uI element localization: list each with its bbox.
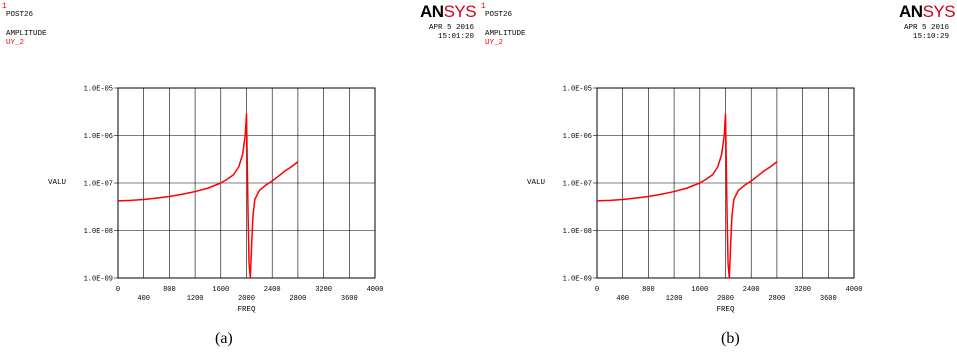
chart-b: 0 400 800 1200 1600 2000 2400 2800 3200 3600 4000 1… <box>527 86 863 315</box>
variable-label: UY_2 <box>485 39 504 47</box>
x-tick-label: 3200 <box>315 286 332 294</box>
x-tick-label: 2800 <box>289 295 306 303</box>
timestamp-time: 15:10:29 <box>912 33 949 41</box>
x-tick-label: 0 <box>595 286 599 294</box>
y-axis-label: VALU <box>527 179 545 187</box>
plot-window-a: 1 POST26 AMPLITUDE UY_2 ANSYS APR 5 2016… <box>0 0 478 355</box>
program-label: POST26 <box>485 11 513 19</box>
quantity-label: AMPLITUDE <box>6 30 47 38</box>
x-tick-label: 4000 <box>846 286 863 294</box>
ansys-logo: ANSYS <box>420 2 477 22</box>
y-tick-label: 1.0E-07 <box>563 181 592 189</box>
x-tick-label: 2800 <box>768 295 785 303</box>
x-tick-label: 400 <box>137 295 150 303</box>
logo-sys-text: SYS <box>922 2 956 21</box>
window-number: 1 <box>2 2 7 11</box>
timestamp: APR 5 2016 15:01:20 <box>429 24 474 42</box>
x-tick-label: 3600 <box>341 295 358 303</box>
x-tick-label: 800 <box>163 286 176 294</box>
timestamp-date: APR 5 2016 <box>428 24 474 32</box>
x-tick-label: 2000 <box>717 295 734 303</box>
y-tick-label: 1.0E-09 <box>84 276 113 284</box>
variable-label: UY_2 <box>6 39 25 47</box>
timestamp-time: 15:01:20 <box>437 33 474 41</box>
y-tick-label: 1.0E-08 <box>84 228 113 236</box>
x-tick-label: 4000 <box>367 286 384 294</box>
x-tick-label: 2400 <box>264 286 281 294</box>
x-axis-label: FREQ <box>237 306 256 314</box>
x-tick-label: 1200 <box>187 295 204 303</box>
x-tick-label: 400 <box>616 295 629 303</box>
caption-a: (a) <box>215 330 233 347</box>
y-axis-label: VALU <box>48 179 66 187</box>
y-tick-label: 1.0E-07 <box>84 181 113 189</box>
y-tick-label: 1.0E-09 <box>563 276 592 284</box>
x-tick-label: 3600 <box>820 295 837 303</box>
timestamp-date: APR 5 2016 <box>903 24 949 32</box>
y-tick-label: 1.0E-06 <box>84 133 113 141</box>
quantity-label: AMPLITUDE <box>485 30 526 38</box>
x-axis-label: FREQ <box>716 306 735 314</box>
y-tick-label: 1.0E-06 <box>563 133 592 141</box>
x-tick-label: 1600 <box>212 286 229 294</box>
y-tick-label: 1.0E-08 <box>563 228 592 236</box>
x-tick-label: 0 <box>116 286 120 294</box>
program-label: POST26 <box>6 11 34 19</box>
x-tick-label: 1600 <box>691 286 708 294</box>
logo-an-text: AN <box>899 2 923 21</box>
x-tick-label: 2400 <box>743 286 760 294</box>
timestamp: APR 5 2016 15:10:29 <box>904 24 949 42</box>
x-tick-label: 3200 <box>794 286 811 294</box>
logo-an-text: AN <box>420 2 444 21</box>
window-number: 1 <box>481 2 486 11</box>
y-tick-label: 1.0E-05 <box>84 86 113 94</box>
logo-sys-text: SYS <box>443 2 477 21</box>
x-tick-label: 800 <box>642 286 655 294</box>
x-tick-label: 1200 <box>666 295 683 303</box>
series-line <box>596 113 778 279</box>
chart-a: 0 400 800 1200 1600 2000 2400 2800 3200 3600 4000 1… <box>48 86 384 315</box>
ansys-logo: ANSYS <box>899 2 956 22</box>
x-tick-label: 2000 <box>238 295 255 303</box>
plot-window-b: 1 POST26 AMPLITUDE UY_2 ANSYS APR 5 2016… <box>479 0 957 355</box>
series-line <box>117 113 299 279</box>
y-tick-label: 1.0E-05 <box>563 86 592 94</box>
caption-b: (b) <box>721 330 740 347</box>
